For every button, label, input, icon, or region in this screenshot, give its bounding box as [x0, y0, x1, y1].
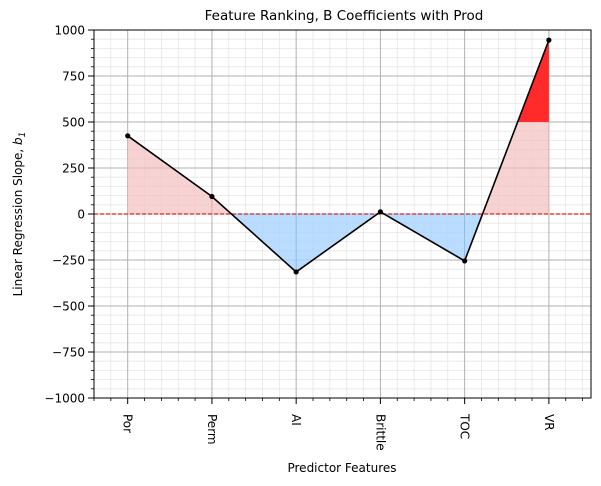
y-axis-label-symbol: b	[11, 137, 25, 145]
data-point-brittle	[377, 209, 384, 215]
y-tick-label--250: −250	[52, 254, 85, 268]
data-series	[125, 37, 552, 275]
y-tick-label-500: 500	[62, 116, 85, 130]
y-tick-label-750: 750	[62, 70, 85, 84]
y-tick-label--750: −750	[52, 346, 85, 360]
tick-labels: −1000 −750 −500 −250 0 250 500 750 1000 Por Perm AI…	[44, 24, 555, 451]
x-axis-label: Predictor Features	[287, 461, 396, 475]
y-tick-label--500: −500	[52, 300, 85, 314]
x-tick-label-por: Por	[121, 414, 135, 433]
y-axis-label-subscript: 1	[18, 132, 28, 138]
x-tick-label-toc: TOC	[458, 413, 472, 439]
y-axis-label: Linear Regression Slope, b1	[11, 132, 28, 297]
data-point-perm	[209, 193, 215, 200]
data-point-por	[125, 133, 131, 139]
x-tick-label-vr: VR	[542, 414, 556, 431]
data-point-toc	[462, 258, 468, 264]
y-axis-label-main: Linear Regression Slope,	[11, 145, 25, 296]
chart-title: Feature Ranking, B Coefficients with Pro…	[205, 8, 484, 24]
series-line	[127, 39, 550, 273]
axes	[88, 29, 592, 404]
y-tick-label-250: 250	[62, 162, 85, 176]
data-point-ai	[293, 269, 299, 275]
data-point-vr	[546, 37, 552, 43]
y-tick-label--1000: −1000	[44, 392, 85, 406]
y-tick-label-0: 0	[77, 208, 85, 222]
x-tick-label-perm: Perm	[205, 414, 219, 445]
x-tick-label-ai: AI	[289, 414, 303, 426]
x-tick-label-brittle: Brittle	[373, 414, 387, 451]
y-tick-label-1000: 1000	[54, 24, 85, 38]
